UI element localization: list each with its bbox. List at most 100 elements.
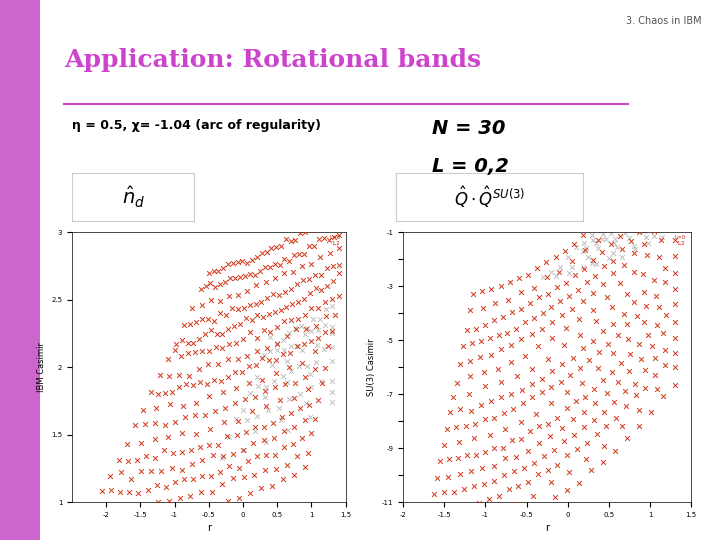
- Point: [271, 322, 283, 331]
- Point: [244, 301, 256, 309]
- Point: [524, 299, 536, 308]
- Point: [479, 321, 490, 329]
- Point: [669, 172, 680, 181]
- Point: [250, 361, 261, 369]
- Point: [580, 455, 592, 463]
- Point: [588, 256, 599, 265]
- Point: [194, 443, 206, 451]
- Point: [638, 212, 649, 220]
- Point: [464, 501, 475, 510]
- Point: [628, 217, 639, 225]
- Point: [515, 305, 526, 313]
- Point: [656, 171, 667, 180]
- Point: [132, 488, 144, 497]
- Point: [258, 423, 269, 431]
- Point: [309, 271, 320, 280]
- Point: [475, 337, 487, 346]
- Point: [615, 232, 626, 240]
- Point: [546, 367, 558, 376]
- Point: [326, 302, 338, 310]
- Point: [508, 467, 520, 476]
- Point: [590, 317, 601, 326]
- Point: [628, 248, 639, 257]
- Point: [587, 231, 598, 239]
- Point: [283, 328, 294, 337]
- Point: [629, 245, 641, 253]
- Point: [650, 292, 662, 300]
- Point: [469, 420, 481, 429]
- Point: [561, 403, 572, 412]
- Point: [608, 239, 619, 248]
- Point: [121, 440, 132, 449]
- Point: [606, 240, 617, 248]
- Point: [228, 449, 239, 458]
- Point: [323, 235, 335, 244]
- Point: [279, 443, 290, 451]
- Point: [642, 330, 654, 339]
- Point: [516, 335, 527, 343]
- Point: [510, 500, 521, 509]
- Point: [242, 456, 253, 465]
- Point: [179, 510, 190, 518]
- Point: [628, 267, 639, 276]
- Point: [304, 225, 315, 233]
- Point: [189, 410, 201, 419]
- Point: [333, 268, 344, 277]
- Point: [258, 436, 269, 444]
- Point: [562, 252, 574, 261]
- Point: [533, 439, 544, 448]
- Point: [657, 196, 668, 205]
- Point: [212, 441, 224, 450]
- Point: [320, 312, 331, 321]
- Point: [605, 224, 616, 232]
- Point: [184, 320, 196, 328]
- Point: [266, 360, 277, 369]
- Point: [495, 392, 507, 401]
- Point: [251, 253, 263, 261]
- Point: [249, 423, 261, 431]
- Point: [199, 329, 211, 338]
- Point: [294, 390, 306, 399]
- Point: [203, 268, 215, 277]
- Point: [480, 447, 491, 456]
- Point: [267, 418, 279, 427]
- Point: [156, 514, 168, 522]
- Point: [292, 342, 303, 350]
- Point: [324, 249, 336, 258]
- Point: [190, 399, 202, 407]
- Point: [278, 346, 289, 354]
- Point: [511, 371, 523, 380]
- Point: [669, 380, 680, 389]
- Point: [156, 466, 167, 475]
- Point: [273, 404, 284, 413]
- Point: [258, 350, 269, 359]
- Point: [277, 475, 289, 484]
- Point: [647, 342, 658, 350]
- Point: [217, 454, 228, 462]
- Point: [303, 242, 315, 251]
- Point: [651, 210, 662, 219]
- Point: [249, 271, 261, 280]
- Point: [480, 382, 491, 390]
- Point: [163, 372, 175, 380]
- Point: [204, 425, 216, 434]
- Point: [597, 248, 608, 256]
- Point: [430, 539, 441, 540]
- Point: [640, 232, 652, 241]
- Point: [574, 330, 585, 339]
- Point: [305, 383, 316, 391]
- Point: [623, 335, 634, 344]
- Point: [570, 243, 582, 252]
- Point: [256, 376, 268, 384]
- Point: [182, 338, 194, 347]
- Point: [211, 329, 222, 338]
- Point: [546, 267, 557, 276]
- Point: [669, 220, 680, 228]
- Point: [244, 489, 256, 497]
- Point: [588, 306, 599, 314]
- Point: [210, 282, 221, 291]
- Point: [238, 473, 250, 482]
- Point: [465, 467, 477, 475]
- Point: [633, 221, 644, 230]
- Point: [669, 333, 680, 342]
